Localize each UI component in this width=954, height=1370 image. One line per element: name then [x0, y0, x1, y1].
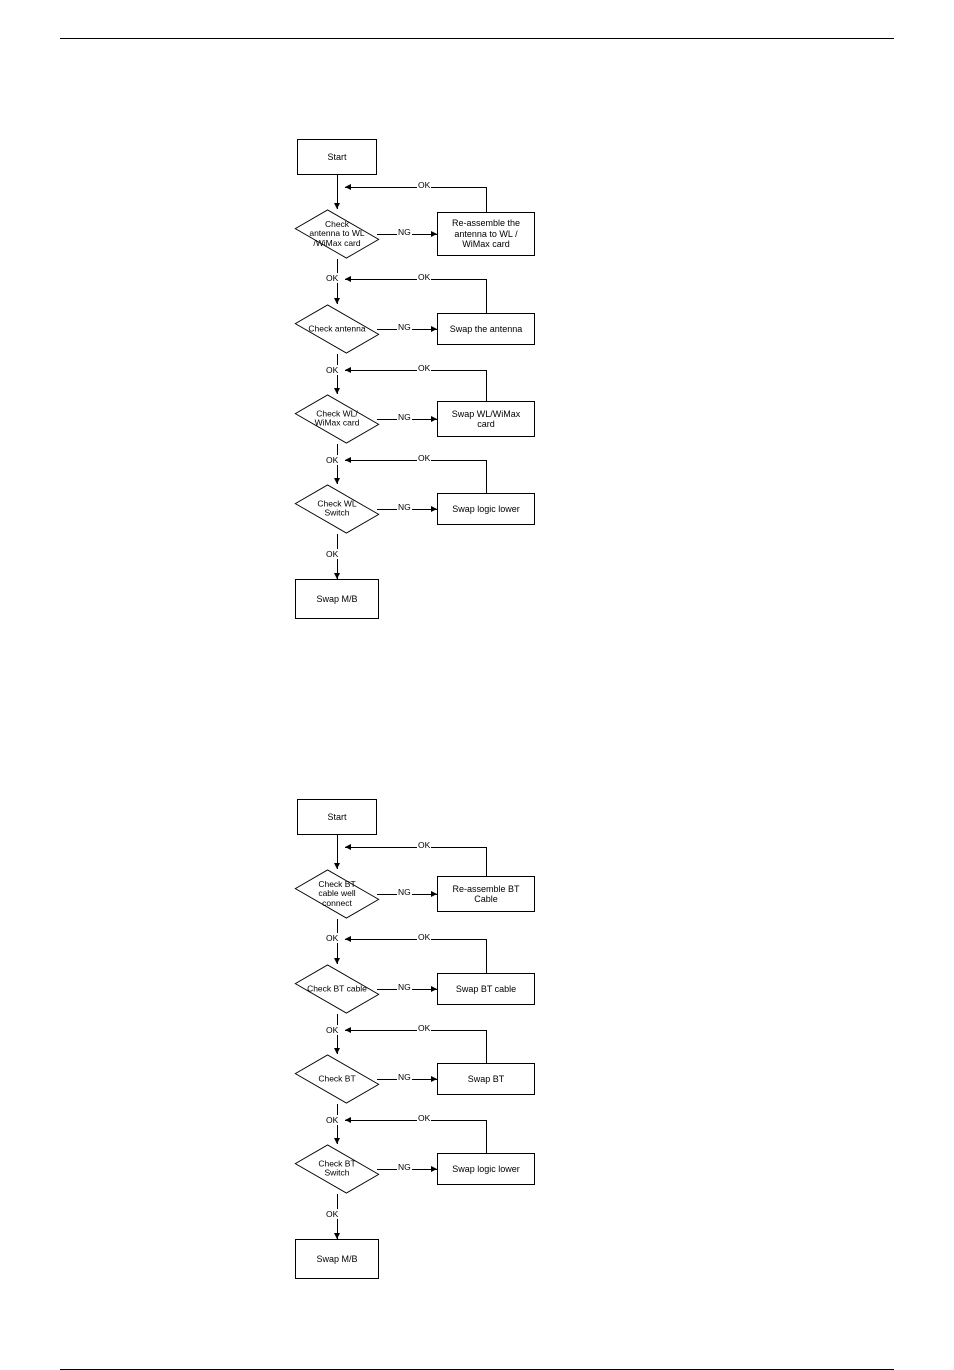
ok-label: OK [325, 933, 339, 943]
d3-label: Check WL/WiMax card [298, 410, 376, 429]
ng-label: NG [397, 1162, 412, 1172]
edge-a4-return-v [486, 460, 487, 493]
edge-a2-return-v [486, 279, 487, 313]
d4-label: Check WLSwitch [298, 500, 376, 519]
arrow-icon [345, 936, 351, 942]
ng-label: NG [397, 502, 412, 512]
ng-label: NG [397, 982, 412, 992]
ok-label: OK [417, 272, 431, 282]
edge-a3-return-v [486, 370, 487, 401]
edge-a4-return-h [345, 1120, 486, 1121]
arrow-icon [345, 1117, 351, 1123]
ok-label: OK [417, 1023, 431, 1033]
d2-label: Check antenna [298, 324, 376, 333]
arrow-icon [345, 276, 351, 282]
d4-diamond: Check WLSwitch [297, 484, 377, 534]
start-box: Start [297, 139, 377, 175]
d3-label: Check BT [298, 1074, 376, 1083]
edge-a1-return-h [345, 187, 486, 188]
ok-label: OK [325, 455, 339, 465]
flowchart-1: Start Checkantenna to WL/WiMax card NG R… [297, 139, 657, 649]
d2-diamond: Check BT cable [297, 964, 377, 1014]
edge-a2-return-h [345, 279, 486, 280]
page: Start Checkantenna to WL/WiMax card NG R… [0, 38, 954, 1370]
d2-diamond: Check antenna [297, 304, 377, 354]
edge-a1-return-v [486, 187, 487, 212]
edge-a3-return-v [486, 1030, 487, 1063]
ok-label: OK [325, 273, 339, 283]
ok-label: OK [325, 1115, 339, 1125]
ok-label: OK [417, 363, 431, 373]
d4-label: Check BTSwitch [298, 1160, 376, 1179]
ng-label: NG [397, 887, 412, 897]
ok-label: OK [325, 549, 339, 559]
arrow-icon [345, 1027, 351, 1033]
edge-a1-return-h [345, 847, 486, 848]
ng-label: NG [397, 1072, 412, 1082]
ok-label: OK [417, 932, 431, 942]
arrow-icon [345, 457, 351, 463]
a2-box: Swap the antenna [437, 313, 535, 345]
ok-label: OK [417, 453, 431, 463]
ng-label: NG [397, 322, 412, 332]
ok-label: OK [417, 840, 431, 850]
edge-a4-return-h [345, 460, 486, 461]
ng-label: NG [397, 412, 412, 422]
a3-box: Swap WL/WiMaxcard [437, 401, 535, 437]
ok-label: OK [325, 365, 339, 375]
ng-label: NG [397, 227, 412, 237]
top-rule [60, 38, 894, 39]
a1-box: Re-assemble BTCable [437, 876, 535, 912]
edge-a1-return-v [486, 847, 487, 876]
edge-a3-return-h [345, 370, 486, 371]
d2-label: Check BT cable [298, 984, 376, 993]
edge-a2-return-v [486, 939, 487, 973]
arrow-icon [345, 844, 351, 850]
flowchart-2: Start Check BTcable wellconnect NG Re-as… [297, 799, 657, 1309]
arrow-icon [345, 367, 351, 373]
ok-label: OK [417, 1113, 431, 1123]
edge-a2-return-h [345, 939, 486, 940]
d3-diamond: Check BT [297, 1054, 377, 1104]
start-box: Start [297, 799, 377, 835]
ok-label: OK [325, 1025, 339, 1035]
end-box: Swap M/B [295, 579, 379, 619]
ok-label: OK [417, 180, 431, 190]
edge-a3-return-h [345, 1030, 486, 1031]
d4-diamond: Check BTSwitch [297, 1144, 377, 1194]
d1-diamond: Checkantenna to WL/WiMax card [297, 209, 377, 259]
ok-label: OK [325, 1209, 339, 1219]
edge-a4-return-v [486, 1120, 487, 1153]
d1-diamond: Check BTcable wellconnect [297, 869, 377, 919]
d1-label: Checkantenna to WL/WiMax card [298, 220, 376, 248]
a1-box: Re-assemble theantenna to WL /WiMax card [437, 212, 535, 256]
a4-box: Swap logic lower [437, 493, 535, 525]
end-box: Swap M/B [295, 1239, 379, 1279]
a3-box: Swap BT [437, 1063, 535, 1095]
a2-box: Swap BT cable [437, 973, 535, 1005]
a4-box: Swap logic lower [437, 1153, 535, 1185]
arrow-icon [345, 184, 351, 190]
d3-diamond: Check WL/WiMax card [297, 394, 377, 444]
d1-label: Check BTcable wellconnect [298, 880, 376, 908]
